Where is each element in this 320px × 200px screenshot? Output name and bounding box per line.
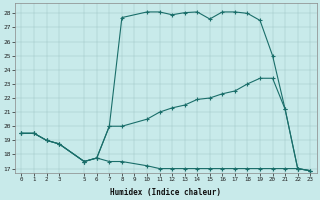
X-axis label: Humidex (Indice chaleur): Humidex (Indice chaleur): [110, 188, 221, 197]
